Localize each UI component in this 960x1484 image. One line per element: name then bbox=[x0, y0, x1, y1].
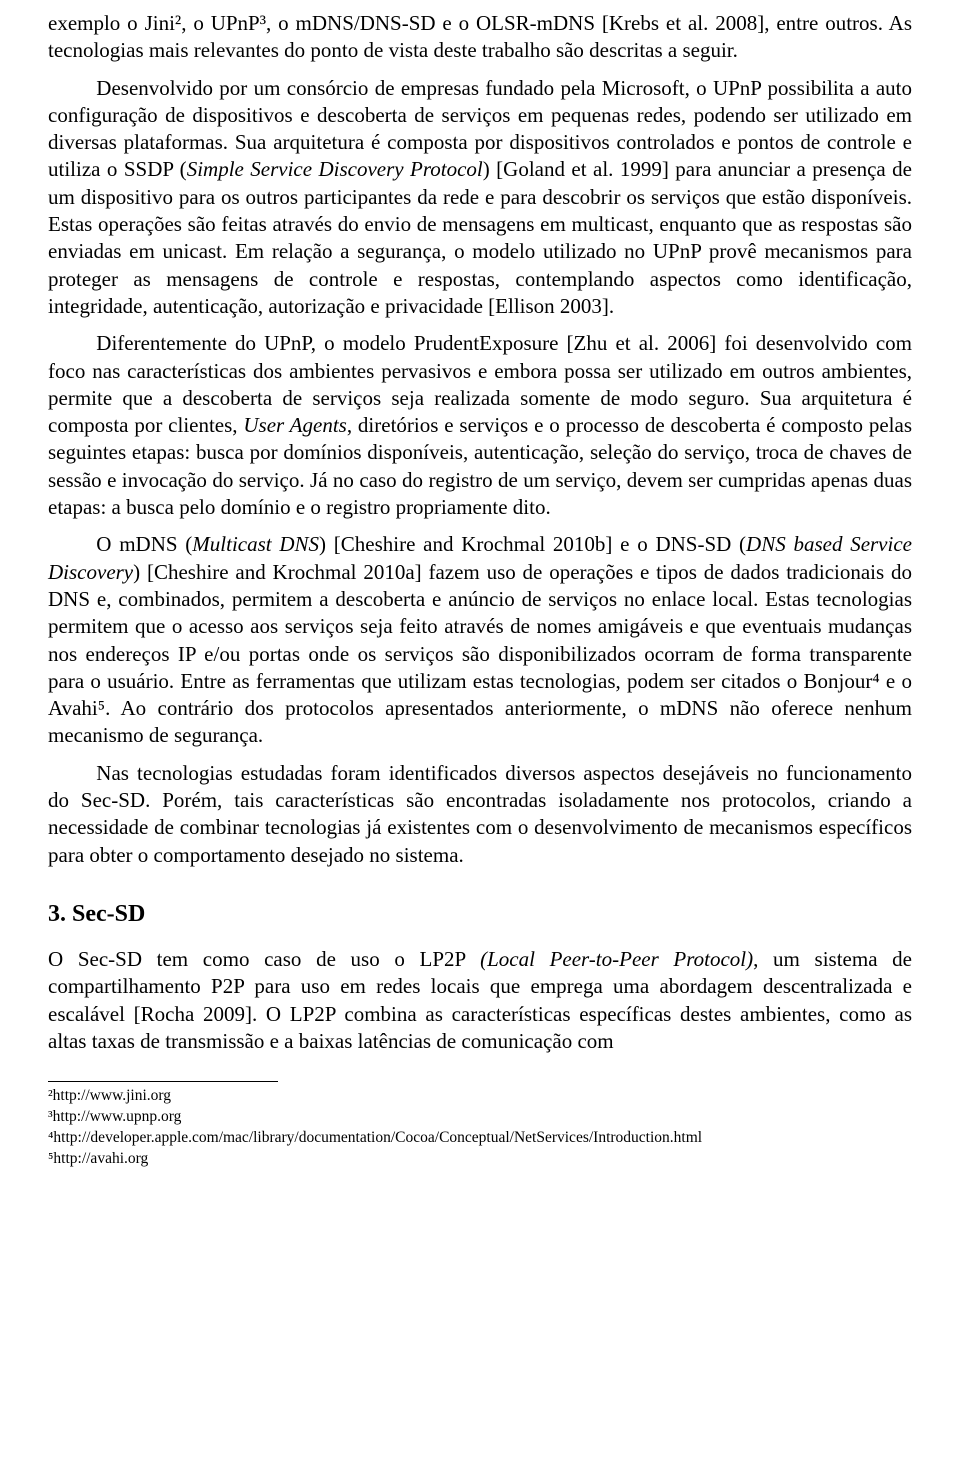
page-container: exemplo o Jini², o UPnP³, o mDNS/DNS-SD … bbox=[0, 0, 960, 1190]
paragraph-5: Nas tecnologias estudadas foram identifi… bbox=[48, 760, 912, 869]
paragraph-4-text-c: ) [Cheshire and Krochmal 2010a] fazem us… bbox=[48, 560, 912, 748]
paragraph-1-text: exemplo o Jini², o UPnP³, o mDNS/DNS-SD … bbox=[48, 11, 912, 62]
paragraph-3-italic-1: User Agents bbox=[243, 413, 346, 437]
footnote-5: ⁵http://avahi.org bbox=[48, 1149, 912, 1170]
paragraph-4-text-a: O mDNS ( bbox=[96, 532, 192, 556]
section-heading: 3. Sec-SD bbox=[48, 899, 912, 930]
paragraph-2: Desenvolvido por um consórcio de empresa… bbox=[48, 75, 912, 321]
paragraph-4-text-b: ) [Cheshire and Krochmal 2010b] e o DNS-… bbox=[319, 532, 746, 556]
section-heading-text: 3. Sec-SD bbox=[48, 901, 145, 927]
paragraph-6-italic-1: (Local Peer-to-Peer Protocol) bbox=[480, 947, 753, 971]
footnotes-separator bbox=[48, 1081, 278, 1082]
paragraph-1: exemplo o Jini², o UPnP³, o mDNS/DNS-SD … bbox=[48, 10, 912, 65]
footnotes-block: ²http://www.jini.org ³http://www.upnp.or… bbox=[48, 1086, 912, 1170]
footnote-4: ⁴http://developer.apple.com/mac/library/… bbox=[48, 1128, 912, 1149]
paragraph-4: O mDNS (Multicast DNS) [Cheshire and Kro… bbox=[48, 531, 912, 749]
paragraph-6-text-a: O Sec-SD tem como caso de uso o LP2P bbox=[48, 947, 480, 971]
paragraph-6: O Sec-SD tem como caso de uso o LP2P (Lo… bbox=[48, 946, 912, 1055]
paragraph-4-italic-1: Multicast DNS bbox=[192, 532, 319, 556]
footnote-3: ³http://www.upnp.org bbox=[48, 1107, 912, 1128]
paragraph-2-italic-1: Simple Service Discovery Protocol bbox=[187, 157, 483, 181]
paragraph-3: Diferentemente do UPnP, o modelo Prudent… bbox=[48, 330, 912, 521]
paragraph-5-text: Nas tecnologias estudadas foram identifi… bbox=[48, 761, 912, 867]
paragraph-2-text-b: ) [Goland et al. 1999] para anunciar a p… bbox=[48, 157, 912, 317]
footnote-2: ²http://www.jini.org bbox=[48, 1086, 912, 1107]
